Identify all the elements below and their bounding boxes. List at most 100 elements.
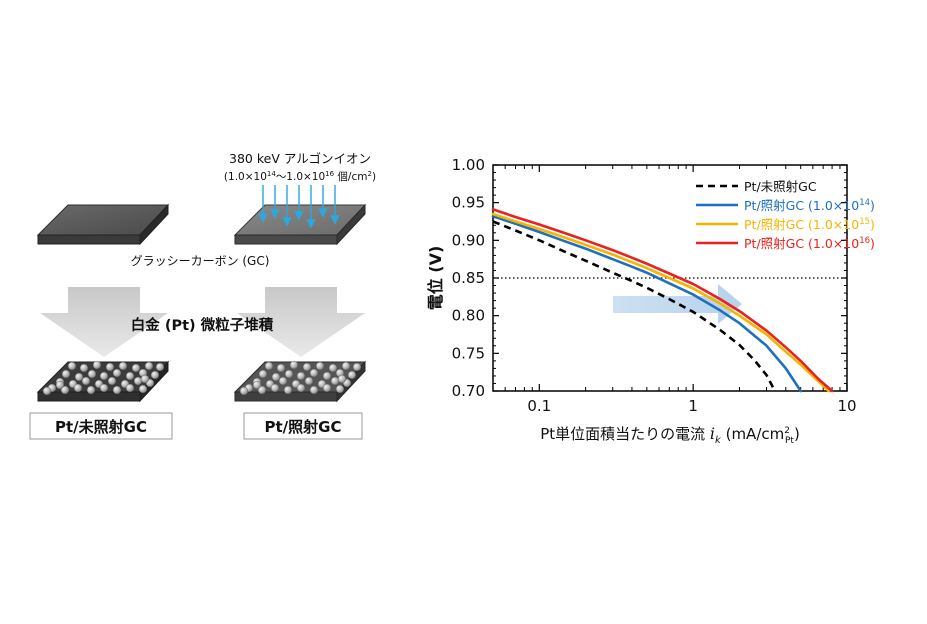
pt-nanoparticle <box>112 368 122 378</box>
pt-nanoparticle <box>112 385 122 395</box>
pt-nanoparticle <box>99 371 109 381</box>
gc-plate-unirradiated <box>36 203 170 246</box>
y-tick-labels: 1.00 0.95 0.90 0.85 0.80 0.75 0.70 <box>452 156 485 400</box>
curves <box>491 208 834 393</box>
pt-nanoparticle <box>302 362 312 372</box>
pt-nanoparticle <box>252 380 262 390</box>
pt-nanoparticles <box>42 360 165 396</box>
pt-nanoparticle <box>341 361 351 371</box>
sample-label-irradiated: Pt/照射GC <box>265 418 342 436</box>
y-tick-label: 0.80 <box>452 307 485 325</box>
pt-nanoparticle <box>140 374 150 384</box>
substrate-label: グラッシーカーボン (GC) <box>131 254 270 268</box>
series-line-1 <box>492 220 777 392</box>
schematic: 380 keV アルゴンイオン (1.0×1014～1.0×1016 個/cm2… <box>29 151 376 440</box>
pt-nanoparticle <box>155 362 165 372</box>
pt-nanoparticle <box>99 383 109 393</box>
chart: 1.00 0.95 0.90 0.85 0.80 0.75 0.70 0.1 1 10 Pt/未… <box>426 156 875 446</box>
x-tick-label: 0.1 <box>527 397 551 415</box>
pt-nanoparticle <box>55 380 65 390</box>
pt-nanoparticle <box>86 385 96 395</box>
pt-nanoparticle <box>60 385 70 395</box>
x-tick-labels: 0.1 1 10 <box>527 397 856 415</box>
pt-nanoparticle <box>257 385 267 395</box>
pt-nanoparticle <box>81 376 91 386</box>
pt-nanoparticle <box>133 376 143 386</box>
pt-nanoparticle <box>258 369 268 379</box>
pt-nanoparticle <box>270 383 280 393</box>
sample-label-box-right: Pt/照射GC <box>243 412 363 440</box>
pt-nanoparticle <box>239 386 249 396</box>
pt-nanoparticle <box>322 383 332 393</box>
pt-nanoparticle <box>309 385 319 395</box>
pt-nanoparticle <box>335 384 345 394</box>
process-arrow-left <box>40 287 168 357</box>
y-tick-label: 0.95 <box>452 194 485 212</box>
pt-nanoparticle <box>42 386 52 396</box>
pt-nanoparticle <box>289 360 299 370</box>
pt-nanoparticle <box>92 360 102 370</box>
pt-nanoparticle <box>330 376 340 386</box>
pt-nanoparticle <box>87 369 97 379</box>
y-tick-label: 0.70 <box>452 382 485 400</box>
legend: Pt/未照射GC Pt/照射GC (1.0×1014) Pt/照射GC (1.0×1… <box>696 179 875 251</box>
dose-range-label: (1.0×1014～1.0×1016 個/cm2) <box>224 170 376 183</box>
process-arrow-right <box>237 287 365 357</box>
pt-nanoparticle <box>352 362 362 372</box>
ion-beam-label: 380 keV アルゴンイオン <box>229 151 371 166</box>
pt-nanoparticle <box>125 383 135 393</box>
gc-plate-irradiated <box>233 203 367 246</box>
sample-label-unirradiated: Pt/未照射GC <box>55 418 147 436</box>
pt-nanoparticle <box>296 383 306 393</box>
process-label: 白金 (Pt) 微粒子堆積 <box>131 316 274 334</box>
pt-nanoparticle <box>276 363 286 373</box>
pt-nanoparticle <box>304 376 314 386</box>
pt-nanoparticle <box>61 369 71 379</box>
series-line-4 <box>491 208 834 393</box>
pt-nanoparticle <box>67 361 77 371</box>
pt-nanoparticle <box>144 361 154 371</box>
pt-nanoparticle <box>309 368 319 378</box>
y-tick-label: 0.90 <box>452 231 485 249</box>
legend-entry: Pt/未照射GC <box>744 179 817 194</box>
pt-nanoparticle <box>125 371 135 381</box>
ion-beam-arrows <box>258 185 340 229</box>
pt-nanoparticle <box>105 362 115 372</box>
pt-nanoparticle <box>271 372 281 382</box>
pt-nanoparticle <box>107 376 117 386</box>
pt-nanoparticle <box>118 361 128 371</box>
pt-nanoparticle <box>322 371 332 381</box>
pt-nanoparticle <box>73 383 83 393</box>
pt-deposited-plate-irradiated <box>233 360 367 403</box>
pt-nanoparticle <box>138 384 148 394</box>
pt-nanoparticle <box>79 363 89 373</box>
series-line-3 <box>491 212 831 393</box>
x-axis-label: Pt単位面積当たりの電流 ik (mA/cm2 Pt) <box>540 424 800 446</box>
pt-nanoparticle <box>296 371 306 381</box>
legend-entry: Pt/照射GC (1.0×1014) <box>744 198 875 213</box>
legend-entry: Pt/照射GC (1.0×1016) <box>744 236 875 251</box>
y-tick-label: 1.00 <box>452 156 485 174</box>
shift-arrow <box>613 284 742 324</box>
pt-nanoparticle <box>74 372 84 382</box>
pt-nanoparticle <box>150 370 160 380</box>
pt-nanoparticle <box>328 363 338 373</box>
pt-nanoparticle <box>283 385 293 395</box>
pt-nanoparticle <box>315 361 325 371</box>
pt-nanoparticle <box>337 374 347 384</box>
pt-deposited-plate-unirradiated <box>36 360 170 403</box>
y-tick-label: 0.75 <box>452 344 485 362</box>
pt-nanoparticle <box>347 370 357 380</box>
pt-nanoparticles <box>239 360 362 396</box>
y-tick-label: 0.85 <box>452 269 485 287</box>
sample-label-box-left: Pt/未照射GC <box>29 412 173 440</box>
pt-nanoparticle <box>278 376 288 386</box>
x-tick-label: 1 <box>688 397 698 415</box>
pt-nanoparticle <box>284 369 294 379</box>
x-tick-label: 10 <box>837 397 856 415</box>
pt-nanoparticle <box>264 361 274 371</box>
series-line-2 <box>491 214 803 393</box>
y-axis-label: 電位 (V) <box>426 246 445 311</box>
